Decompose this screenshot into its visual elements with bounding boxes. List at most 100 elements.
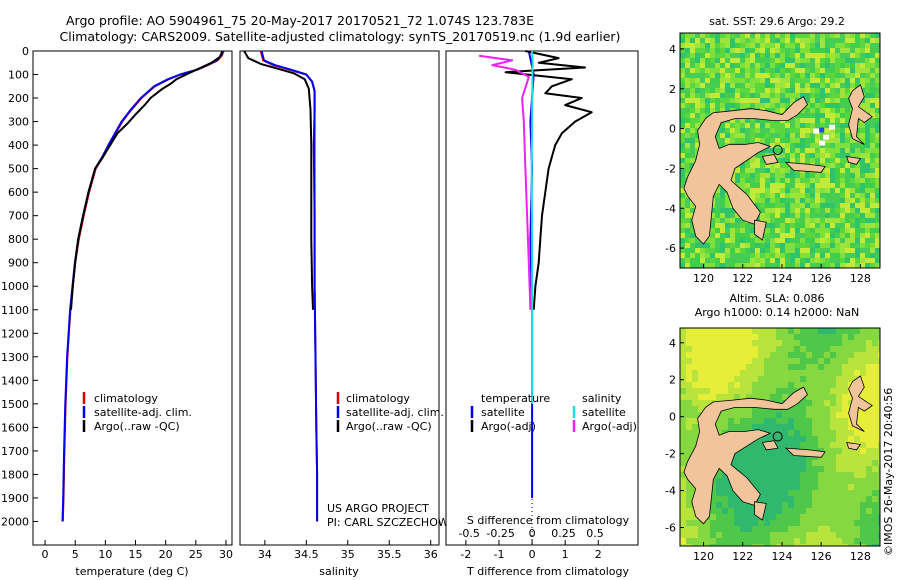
- sst-heatmap-cell: [715, 78, 721, 84]
- sla-heatmap-cell: [764, 532, 771, 539]
- sst-lat-label: -2: [665, 162, 676, 175]
- sla-heatmap-cell: [686, 490, 693, 497]
- sst-heatmap-cell: [840, 163, 846, 169]
- sst-heatmap-cell: [810, 243, 816, 249]
- sla-heatmap-cell: [800, 508, 807, 515]
- sst-heatmap-cell: [720, 83, 726, 89]
- sst-heatmap-cell: [710, 243, 716, 249]
- sla-heatmap-cell: [770, 352, 777, 359]
- sst-heatmap-cell: [775, 123, 781, 129]
- sst-heatmap-cell: [800, 203, 806, 209]
- sla-heatmap-cell: [698, 544, 705, 546]
- sst-heatmap-cell: [745, 223, 751, 229]
- sst-heatmap-cell: [740, 233, 746, 239]
- sst-heatmap-cell: [810, 193, 816, 199]
- sst-heatmap-cell: [830, 58, 836, 64]
- sst-heatmap-cell: [835, 53, 841, 59]
- sst-heatmap-cell: [835, 148, 841, 154]
- sst-heatmap-cell: [855, 53, 861, 59]
- sst-heatmap-cell: [810, 63, 816, 69]
- sst-heatmap-cell: [840, 73, 846, 79]
- sst-heatmap-cell: [805, 58, 811, 64]
- sst-heatmap-cell: [770, 53, 776, 59]
- sst-heatmap-cell: [840, 208, 846, 214]
- sst-heatmap-cell: [805, 188, 811, 194]
- sla-heatmap-cell: [740, 406, 747, 413]
- sla-heatmap-cell: [728, 364, 735, 371]
- sst-heatmap-cell: [845, 53, 851, 59]
- sst-heatmap-cell: [840, 138, 846, 144]
- sst-heatmap-cell: [690, 63, 696, 69]
- sla-heatmap-cell: [752, 424, 759, 431]
- sla-heatmap-cell: [752, 454, 759, 461]
- sla-heatmap-cell: [800, 520, 807, 527]
- sla-heatmap-cell: [716, 466, 723, 473]
- sst-heatmap-cell: [760, 88, 766, 94]
- sst-heatmap-cell: [775, 198, 781, 204]
- sst-heatmap-cell: [695, 33, 701, 39]
- sla-heatmap-cell: [704, 364, 711, 371]
- sst-heatmap-cell: [770, 33, 776, 39]
- sla-heatmap-cell: [746, 520, 753, 527]
- sst-heatmap-cell: [775, 103, 781, 109]
- sla-heatmap-cell: [794, 352, 801, 359]
- sst-heatmap-cell: [850, 208, 856, 214]
- sla-heatmap-cell: [800, 466, 807, 473]
- sst-heatmap-cell: [865, 68, 871, 74]
- sla-heatmap-cell: [824, 430, 831, 437]
- sst-heatmap-cell: [785, 243, 791, 249]
- sst-heatmap-cell: [840, 118, 846, 124]
- sst-heatmap-cell: [820, 148, 826, 154]
- sst-heatmap-cell: [815, 208, 821, 214]
- sla-heatmap-cell: [710, 340, 717, 347]
- sst-heatmap-cell: [820, 233, 826, 239]
- sla-heatmap-cell: [722, 514, 729, 521]
- sla-heatmap-cell: [866, 490, 873, 497]
- sla-heatmap-cell: [728, 328, 735, 335]
- sst-heatmap-cell: [810, 33, 816, 39]
- sla-heatmap-cell: [848, 424, 855, 431]
- sst-heatmap-cell: [690, 98, 696, 104]
- sst-heatmap-cell: [830, 53, 836, 59]
- sst-heatmap-cell: [790, 78, 796, 84]
- sla-heatmap-cell: [872, 424, 879, 431]
- sst-heatmap-cell: [800, 223, 806, 229]
- sla-heatmap-cell: [818, 364, 825, 371]
- sla-heatmap-cell: [848, 472, 855, 479]
- sst-heatmap-cell: [870, 218, 876, 224]
- sla-heatmap-cell: [704, 388, 711, 395]
- sst-heatmap-cell: [715, 103, 721, 109]
- sst-heatmap-cell: [860, 238, 866, 244]
- sla-heatmap-cell: [686, 328, 693, 335]
- sla-heatmap-cell: [758, 334, 765, 341]
- sla-heatmap-cell: [734, 526, 741, 533]
- sst-heatmap-cell: [840, 103, 846, 109]
- sla-heatmap-cell: [812, 340, 819, 347]
- sst-heatmap-cell: [830, 143, 836, 149]
- sst-heatmap-cell: [780, 103, 786, 109]
- sst-heatmap-cell: [765, 193, 771, 199]
- sst-heatmap-cell: [680, 213, 686, 219]
- sst-heatmap-cell: [745, 183, 751, 189]
- sla-heatmap-cell: [788, 514, 795, 521]
- sla-heatmap-cell: [842, 454, 849, 461]
- sst-heatmap-cell: [785, 98, 791, 104]
- sst-heatmap-cell: [745, 68, 751, 74]
- sla-heatmap-cell: [680, 448, 687, 455]
- sst-heatmap-cell: [870, 73, 876, 79]
- sst-heatmap-cell: [690, 38, 696, 44]
- sla-heatmap-cell: [686, 418, 693, 425]
- sst-heatmap-cell: [870, 68, 876, 74]
- sst-heatmap-cell: [780, 203, 786, 209]
- sst-heatmap-cell: [865, 248, 871, 254]
- sst-heatmap-cell: [790, 233, 796, 239]
- sst-heatmap-cell: [690, 58, 696, 64]
- sst-heatmap-cell: [790, 213, 796, 219]
- sla-heatmap-cell: [794, 436, 801, 443]
- sst-heatmap-cell: [845, 203, 851, 209]
- sla-heatmap-cell: [824, 436, 831, 443]
- sst-heatmap-cell: [810, 118, 816, 124]
- sst-heatmap-cell: [760, 43, 766, 49]
- sst-heatmap-cell: [825, 198, 831, 204]
- sst-heatmap-cell: [685, 153, 691, 159]
